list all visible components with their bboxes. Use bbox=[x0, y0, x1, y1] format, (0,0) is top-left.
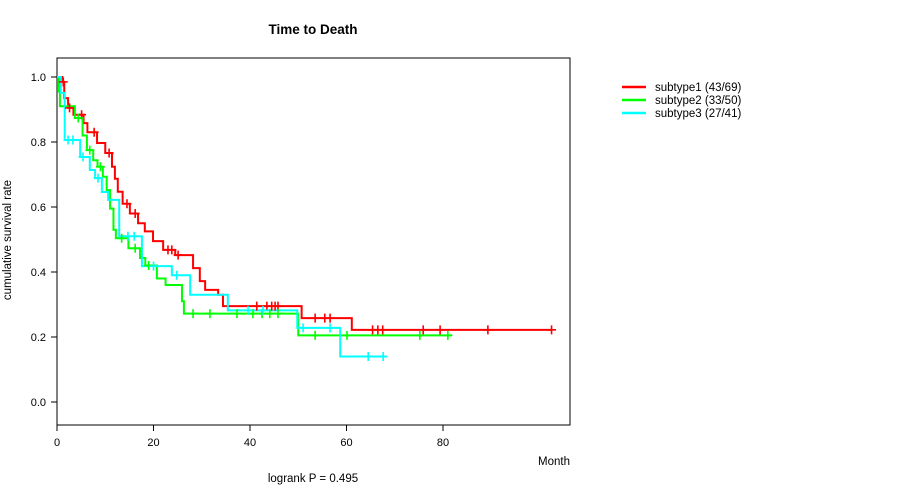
y-axis-tick-label: 0.0 bbox=[31, 397, 46, 409]
legend: subtype1 (43/69) subtype2 (33/50) subtyp… bbox=[622, 82, 741, 120]
axes: 0 20 40 60 80 0.0 0.2 0.4 0.6 0.8 1.0 bbox=[31, 72, 449, 449]
x-axis-tick-label: 40 bbox=[244, 437, 256, 449]
censor-marks bbox=[58, 77, 557, 361]
logrank-annotation: logrank P = 0.495 bbox=[268, 473, 358, 485]
y-axis-tick-label: 0.6 bbox=[31, 202, 46, 214]
censor-marks-3 bbox=[63, 135, 388, 361]
y-axis-tick-label: 1.0 bbox=[31, 72, 46, 84]
x-axis-tick-label: 80 bbox=[437, 437, 449, 449]
legend-label-subtype2: subtype2 (33/50) bbox=[655, 95, 741, 107]
y-axis-tick-label: 0.2 bbox=[31, 332, 46, 344]
chart-title: Time to Death bbox=[268, 22, 357, 37]
x-axis-tick-label: 60 bbox=[340, 437, 352, 449]
legend-label-subtype1: subtype1 (43/69) bbox=[655, 82, 741, 94]
y-axis-title: cumulative survival rate bbox=[2, 180, 14, 300]
x-axis-tick-label: 20 bbox=[147, 437, 159, 449]
survival-curve-2 bbox=[57, 76, 453, 337]
y-axis-tick-label: 0.8 bbox=[31, 137, 46, 149]
censor-marks-2 bbox=[73, 113, 453, 340]
y-axis-tick-label: 0.4 bbox=[31, 267, 46, 279]
survival-curves bbox=[57, 76, 552, 358]
censor-marks-1 bbox=[58, 77, 557, 335]
x-axis-title: Month bbox=[538, 456, 570, 468]
x-axis-tick-label: 0 bbox=[54, 437, 60, 449]
survival-curve-3 bbox=[57, 76, 387, 358]
legend-label-subtype3: subtype3 (27/41) bbox=[655, 108, 741, 120]
plot-border bbox=[56, 57, 571, 426]
